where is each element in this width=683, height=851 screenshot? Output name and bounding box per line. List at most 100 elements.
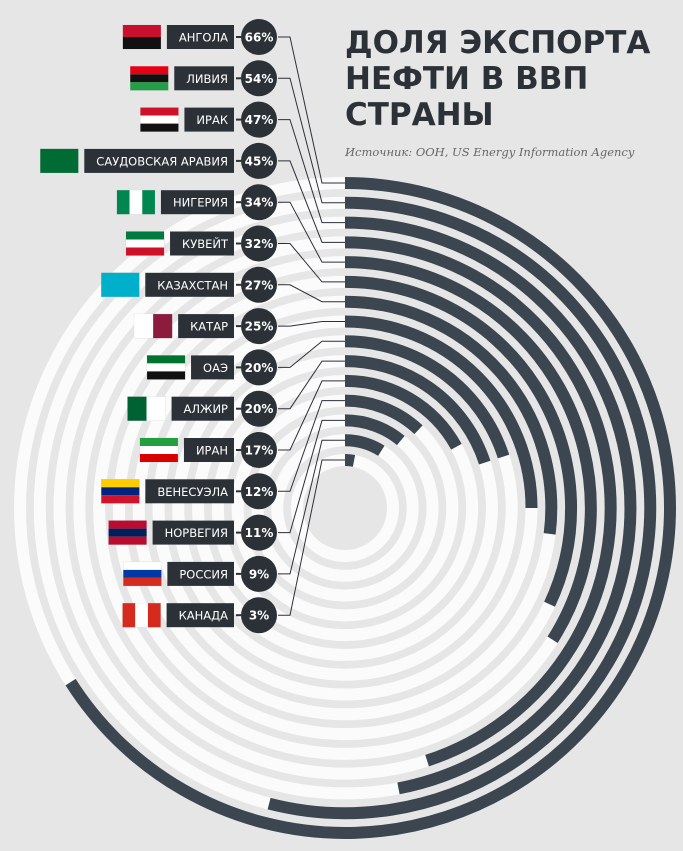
ring-bar [344,335,510,459]
ring-bar [344,374,462,450]
flag-stripe [122,25,161,37]
flag-stripe [127,396,147,421]
country-box [84,148,234,173]
flag-stripe [147,371,186,380]
connector [278,380,345,451]
flag-stripe [122,603,136,628]
country-label: КУВЕЙТ [182,236,229,251]
ring-bar [344,454,356,467]
flag-stripe [130,82,169,91]
value-label: 3% [249,609,269,623]
country-label: РОССИЯ [179,567,228,581]
ring-bar [267,196,657,820]
value-label: 11% [245,526,274,540]
connector [278,459,345,616]
flag-stripe [153,314,173,339]
country-box [183,438,234,462]
connector [278,77,345,204]
connector [278,400,345,492]
ring-bar [344,394,423,435]
ring-bar [344,434,385,456]
value-badge [241,432,277,468]
flag-stripe [101,479,140,488]
connector [278,439,345,575]
ring-bar [344,275,578,607]
country-label: ЛИВИЯ [186,72,228,86]
country-box [166,603,234,628]
flag-stripe [139,438,178,446]
flag-stripe [134,314,154,339]
connector [278,243,345,283]
connector [278,321,345,327]
flag-stripe [123,561,162,570]
connector [278,419,345,534]
country-box [174,66,234,91]
flag-stripe [108,520,147,529]
country-box [160,190,234,215]
value-label: 47% [245,113,274,127]
value-label: 32% [245,237,274,251]
connector [278,340,345,368]
value-label: 25% [245,320,274,334]
ring-bar [65,177,676,839]
country-label: ВЕНЕСУЭЛА [157,485,228,499]
flag-stripe [146,396,166,421]
value-label: 20% [245,402,274,416]
ring-bar [344,355,491,465]
flag-stripe [140,123,179,132]
value-label: 45% [245,154,274,168]
connector [278,201,345,263]
country-label: КАЗАХСТАН [157,278,228,292]
flag-stripe [147,355,186,364]
value-label: 66% [245,31,274,45]
flag-stripe [130,74,169,83]
value-badge [241,390,277,427]
value-badge [241,473,277,510]
ring-bar [344,315,538,509]
value-label: 20% [245,361,274,375]
flag-stripe [147,363,186,372]
country-label: САУДОВСКАЯ АРАВИЯ [96,154,228,168]
flag-stripe [108,528,147,537]
value-badge [241,184,277,221]
value-label: 9% [249,567,269,581]
flag-stripe [139,454,178,462]
country-label: НОРВЕГИЯ [165,526,228,540]
flag-stripe [123,569,162,578]
country-label: ИРАК [196,113,228,127]
value-label: 34% [245,196,274,210]
flag-stripe [129,190,143,215]
connector [278,360,345,410]
value-badge [241,60,277,97]
flag-stripe [126,247,165,256]
country-box [145,479,234,504]
country-box [191,355,234,380]
value-badge [241,101,277,138]
connector [278,36,345,184]
country-box [167,561,234,586]
flag-stripe [130,66,169,75]
value-label: 12% [245,485,274,499]
flag-stripe [101,495,140,504]
value-badge [241,225,277,262]
flag-stripe [101,487,140,496]
value-badge [241,555,277,592]
country-box [171,396,234,421]
connector [278,119,345,224]
value-badge [241,349,277,386]
country-box [166,25,234,49]
chart-title: ДОЛЯ ЭКСПОРТА НЕФТИ В ВВП СТРАНЫ [345,25,650,133]
country-box [145,272,234,297]
flag-stripe [147,603,161,628]
value-label: 27% [245,278,274,292]
flag-stripe [108,536,147,545]
country-label: КАНАДА [179,609,229,623]
value-badge [241,597,277,634]
country-box [152,520,234,545]
flag-stripe [140,115,179,124]
flag-stripe [135,603,148,628]
ring-bar [344,295,558,535]
flag-stripe [116,190,130,215]
country-label: КАТАР [190,320,228,334]
